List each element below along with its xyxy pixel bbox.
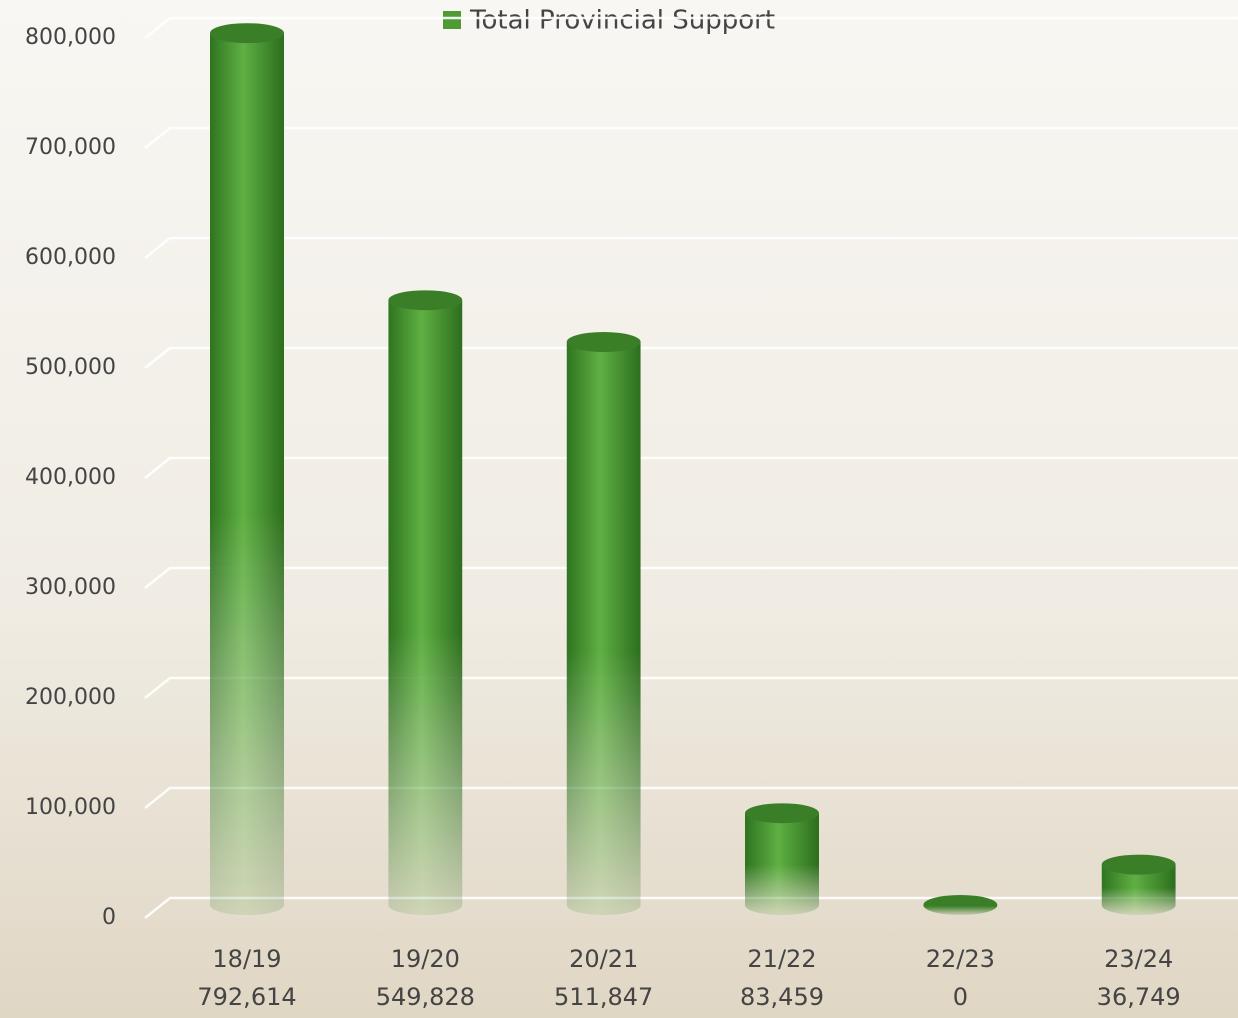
bar-top <box>745 803 819 824</box>
y-tick-label: 700,000 <box>25 135 116 160</box>
bar-body <box>1101 864 1176 915</box>
value-label: 549,828 <box>376 983 475 1011</box>
grid-line <box>144 456 1238 479</box>
bar <box>388 290 463 915</box>
bar-top <box>388 290 463 311</box>
y-tick-label: 500,000 <box>25 355 116 380</box>
y-tick-label: 600,000 <box>25 245 116 270</box>
value-label: 36,749 <box>1097 983 1181 1011</box>
x-tick-label: 21/22 <box>747 945 816 973</box>
bar-body <box>210 33 284 916</box>
grid-line <box>144 126 1238 149</box>
y-tick-label: 100,000 <box>25 795 116 820</box>
grid-line <box>144 236 1238 259</box>
x-tick-label: 23/24 <box>1104 945 1173 973</box>
value-label: 83,459 <box>740 983 824 1011</box>
bar-top <box>923 895 998 915</box>
y-tick-label: 300,000 <box>25 575 116 600</box>
bar-body <box>388 300 463 915</box>
bar-top <box>566 331 641 352</box>
grid-line <box>144 346 1238 369</box>
bar <box>745 803 819 915</box>
value-label: 792,614 <box>197 983 296 1011</box>
bar-body <box>745 813 819 915</box>
grid-line <box>144 676 1238 699</box>
x-tick-label: 22/23 <box>926 945 995 973</box>
grid-line <box>144 786 1238 809</box>
bar <box>1101 854 1176 915</box>
x-tick-label: 18/19 <box>212 945 281 973</box>
bar <box>566 331 641 916</box>
bar-top <box>1101 854 1176 875</box>
value-label: 0 <box>953 983 968 1011</box>
value-label: 511,847 <box>554 983 653 1011</box>
bar-body <box>566 341 641 916</box>
y-tick-label: 200,000 <box>25 685 116 710</box>
bar <box>923 895 998 915</box>
bar <box>210 23 284 916</box>
grid-line <box>144 896 1238 919</box>
y-tick-label: 800,000 <box>25 25 116 50</box>
grid-line <box>144 566 1238 589</box>
x-tick-label: 20/21 <box>569 945 638 973</box>
x-tick-label: 19/20 <box>391 945 460 973</box>
grid-line <box>144 16 1238 39</box>
legend-swatch <box>443 11 461 29</box>
bar-top <box>210 23 284 44</box>
y-tick-label: 0 <box>102 905 116 930</box>
y-tick-label: 400,000 <box>25 465 116 490</box>
legend-label: Total Provincial Support <box>469 6 775 36</box>
